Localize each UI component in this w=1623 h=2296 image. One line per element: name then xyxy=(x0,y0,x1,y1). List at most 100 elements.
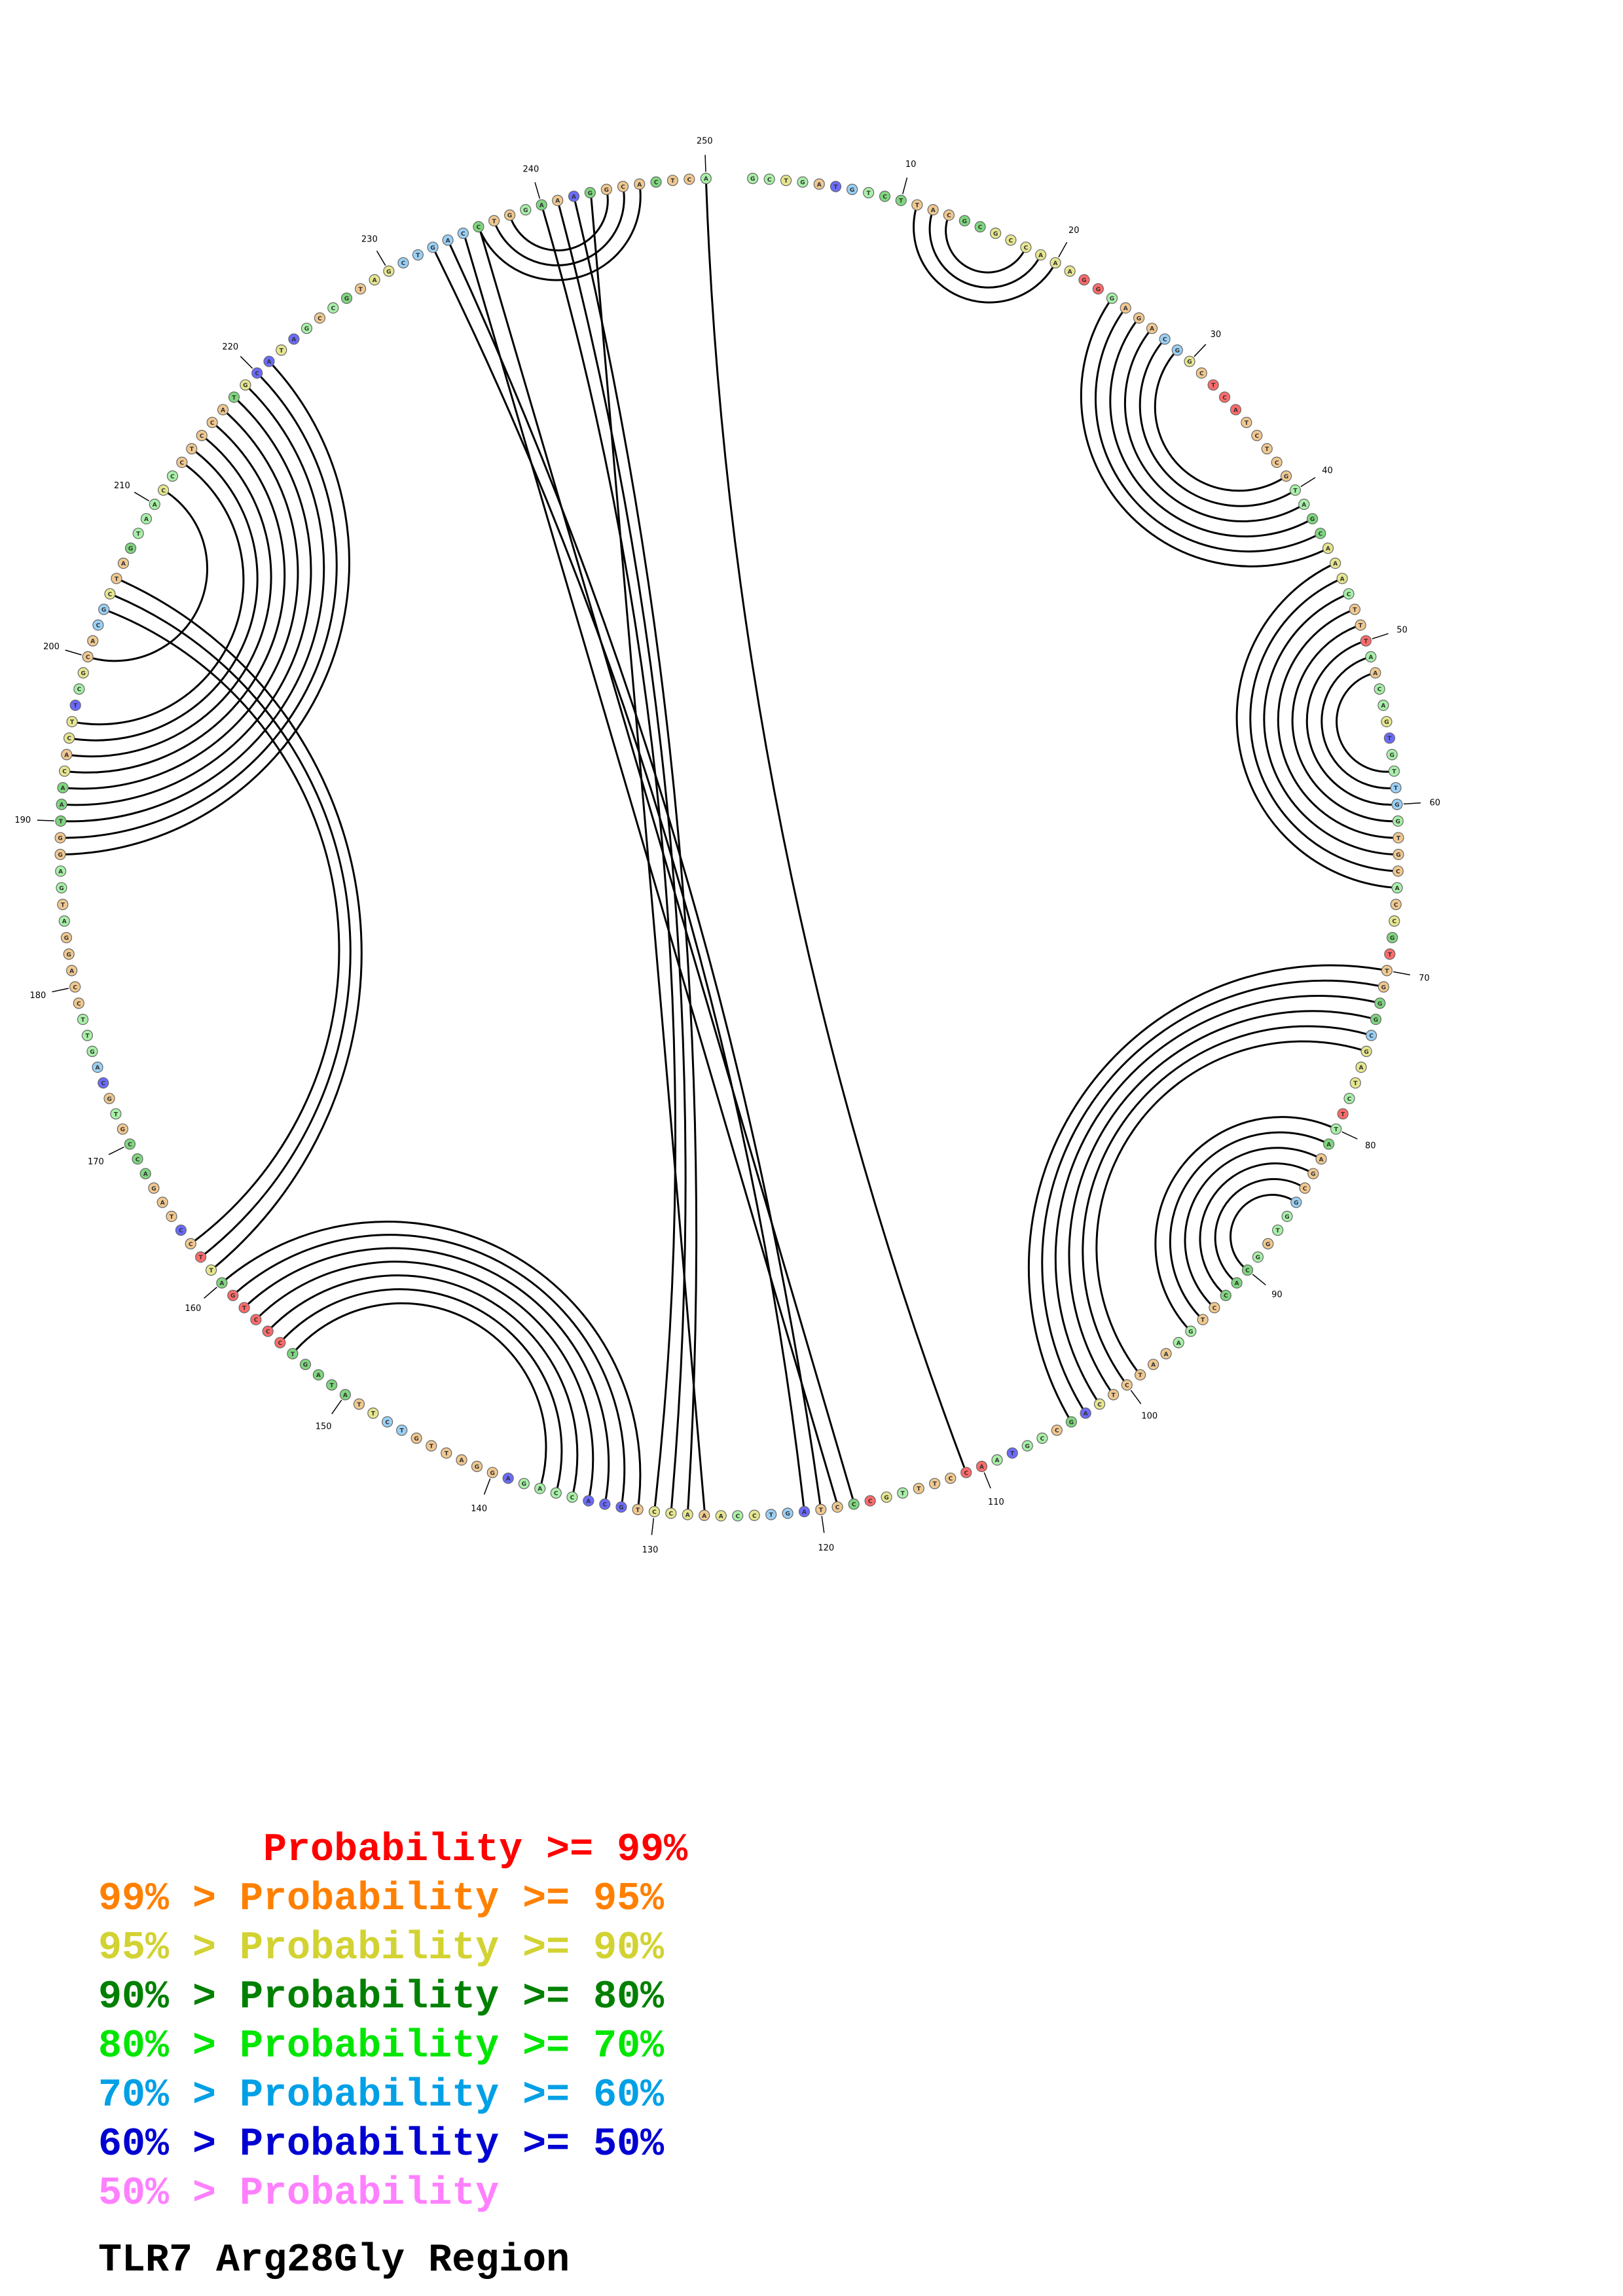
nucleotide-circle xyxy=(1355,619,1366,631)
nucleotide-circle xyxy=(830,181,842,192)
nucleotide-letter: G xyxy=(243,383,247,389)
nucleotide: A xyxy=(66,965,78,977)
nucleotide-letter: T xyxy=(1392,769,1396,776)
nucleotide-circle xyxy=(185,1238,196,1249)
nucleotide-letter: C xyxy=(266,1329,270,1336)
position-tick-line xyxy=(483,1478,491,1495)
position-label: 20 xyxy=(1068,226,1080,236)
nucleotide: G xyxy=(471,1460,483,1473)
nucleotide: A xyxy=(217,404,229,416)
nucleotide-circle xyxy=(1271,456,1283,468)
nucleotide-circle xyxy=(665,1507,677,1519)
nucleotide-circle xyxy=(156,1196,168,1208)
nucleotide-circle xyxy=(974,221,986,233)
nucleotide-letter: C xyxy=(108,592,113,598)
base-pair-arc xyxy=(945,219,1025,274)
nucleotide: T xyxy=(895,194,907,206)
nucleotide: G xyxy=(847,183,858,195)
nucleotide-circle xyxy=(1064,265,1076,277)
nucleotide-letter: A xyxy=(446,238,450,244)
nucleotide-circle xyxy=(1261,443,1273,455)
nucleotide-letter: A xyxy=(704,176,708,183)
nucleotide-circle xyxy=(990,227,1002,239)
nucleotide-letter: C xyxy=(669,1511,674,1518)
nucleotide-circle xyxy=(1336,573,1348,584)
position-tick-line xyxy=(902,177,908,194)
nucleotide: T xyxy=(1349,603,1360,615)
nucleotide-circle xyxy=(1209,1302,1220,1314)
nucleotide: C xyxy=(684,173,695,185)
nucleotide-letter: G xyxy=(850,187,854,194)
nucleotide-circle xyxy=(250,1314,262,1325)
nucleotide-letter: T xyxy=(115,576,119,583)
nucleotide-letter: G xyxy=(64,935,69,942)
nucleotide-letter: G xyxy=(962,219,967,225)
nucleotide-circle xyxy=(488,215,500,226)
nucleotide-letter: C xyxy=(278,1340,283,1347)
base-pair-arc xyxy=(65,364,351,855)
position-tick-line xyxy=(1130,1390,1142,1405)
nucleotide: C xyxy=(382,1416,393,1428)
nucleotide-letter: A xyxy=(64,752,69,759)
nucleotide-circle xyxy=(312,1369,324,1381)
nucleotide-letter: A xyxy=(153,502,157,509)
nucleotide-circle xyxy=(56,882,67,894)
nucleotide: G xyxy=(1280,470,1292,482)
base-pair-arc xyxy=(1068,1010,1372,1391)
nucleotide: C xyxy=(943,209,955,221)
nucleotide: C xyxy=(1051,1424,1063,1436)
nucleotide-letter: G xyxy=(128,546,133,552)
nucleotide: T xyxy=(830,181,842,192)
nucleotide-letter: A xyxy=(539,203,544,209)
base-pair-arc xyxy=(114,594,352,1255)
nucleotide-letter: C xyxy=(654,180,659,187)
base-pair-arc xyxy=(1321,657,1391,789)
nucleotide: A xyxy=(140,512,153,525)
position-tick-line xyxy=(52,988,69,993)
legend-row-90: 95% > Probability >= 90% xyxy=(98,1924,687,1973)
nucleotide: A xyxy=(798,1505,811,1518)
nucleotide-letter: G xyxy=(1396,852,1400,859)
nucleotide-letter: G xyxy=(475,1464,479,1471)
nucleotide: C xyxy=(1365,1030,1377,1041)
nucleotide-letter: T xyxy=(136,531,141,537)
nucleotide-letter: T xyxy=(280,348,284,354)
base-pair-arc xyxy=(449,244,822,1505)
nucleotide: A xyxy=(699,1509,710,1521)
nucleotide: A xyxy=(976,1460,988,1473)
nucleotide-circle xyxy=(1393,832,1404,844)
nucleotide-letter: A xyxy=(1233,407,1238,414)
nucleotide-circle xyxy=(666,175,679,187)
nucleotide-circle xyxy=(1218,391,1231,403)
nucleotide-letter: A xyxy=(1053,260,1058,267)
nucleotide: G xyxy=(240,379,251,391)
nucleotide-letter: C xyxy=(1199,370,1204,377)
nucleotide-letter: G xyxy=(58,835,62,842)
nucleotide-letter: G xyxy=(414,1436,418,1443)
nucleotide-letter: T xyxy=(1388,952,1393,958)
nucleotide-circle xyxy=(1349,1077,1361,1089)
nucleotide: C xyxy=(763,173,775,185)
nucleotide-letter: T xyxy=(1385,968,1389,975)
nucleotide: A xyxy=(1173,1336,1184,1348)
nucleotide: T xyxy=(780,175,792,187)
nucleotide-circle xyxy=(929,1478,941,1490)
nucleotide: C xyxy=(848,1498,860,1510)
legend-label: Probability >= 60% xyxy=(240,2073,665,2118)
nucleotide-circle xyxy=(149,498,160,511)
nucleotide-letter: A xyxy=(802,1509,807,1516)
position-tick-line xyxy=(108,1146,124,1155)
nucleotide-letter: A xyxy=(60,802,64,808)
legend-label: Probability xyxy=(240,2172,500,2216)
nucleotide-letter: A xyxy=(817,182,822,188)
position-tick-line xyxy=(1058,242,1068,258)
nucleotide-letter: C xyxy=(1369,1033,1374,1040)
nucleotide: C xyxy=(176,456,188,468)
nucleotide-circle xyxy=(1343,1092,1355,1104)
nucleotide-circle xyxy=(81,1030,94,1041)
nucleotide: A xyxy=(568,190,580,202)
nucleotide-circle xyxy=(897,1487,909,1499)
nucleotide-letter: C xyxy=(947,213,951,219)
nucleotide: A xyxy=(1315,1153,1327,1165)
nucleotide-circle xyxy=(1093,1398,1106,1410)
